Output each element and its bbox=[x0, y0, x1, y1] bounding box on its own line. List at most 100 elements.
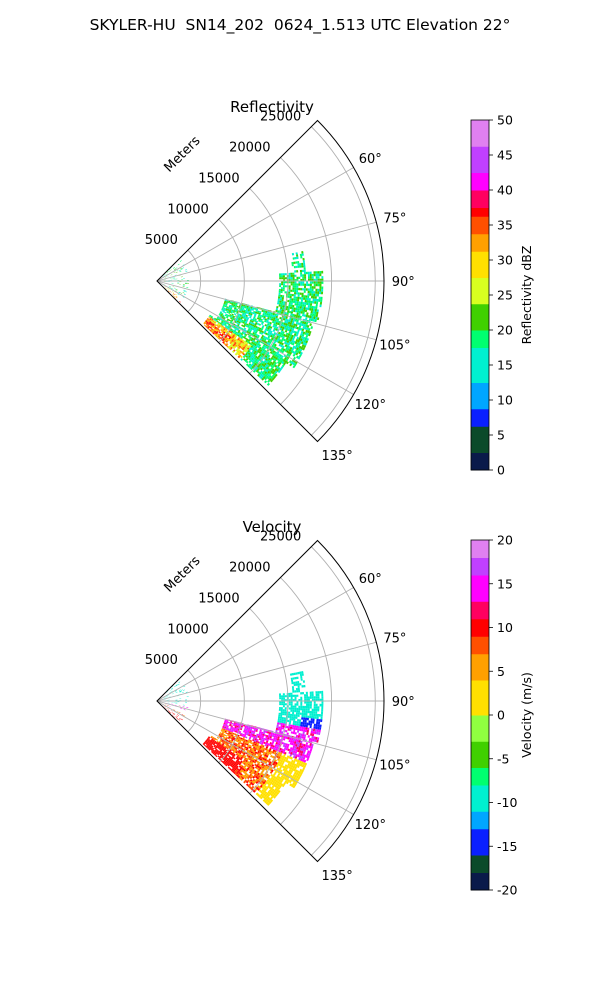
reflectivity-radial-tick-label: 20000 bbox=[229, 141, 270, 156]
reflectivity-echo-cell bbox=[270, 330, 273, 334]
velocity-echo-cell bbox=[259, 776, 262, 780]
reflectivity-echo-cell bbox=[218, 318, 221, 321]
velocity-echo-cell bbox=[289, 673, 293, 676]
velocity-echo-cell bbox=[264, 756, 268, 760]
velocity-echo-cell bbox=[303, 724, 307, 728]
velocity-echo-cell bbox=[241, 739, 244, 742]
velocity-echo-cell bbox=[277, 758, 280, 761]
velocity-echo-cell bbox=[269, 736, 272, 739]
velocity-echo-cell bbox=[274, 739, 277, 742]
velocity-echo-cell bbox=[229, 749, 232, 752]
reflectivity-echo-cell bbox=[247, 310, 250, 313]
reflectivity-echo-cell bbox=[304, 326, 307, 330]
reflectivity-echo-cell bbox=[284, 325, 288, 328]
velocity-echo-cell bbox=[273, 765, 276, 769]
reflectivity-echo-cell bbox=[308, 302, 311, 306]
reflectivity-echo-cell bbox=[256, 340, 259, 343]
reflectivity-echo-cell bbox=[283, 283, 285, 286]
reflectivity-echo-cell bbox=[248, 363, 252, 366]
reflectivity-echo-cell bbox=[163, 284, 166, 285]
reflectivity-echo-cell bbox=[278, 359, 282, 362]
reflectivity-echo-cell bbox=[250, 352, 254, 355]
reflectivity-echo-cell bbox=[292, 350, 295, 354]
velocity-echo-cell bbox=[270, 773, 273, 777]
reflectivity-echo-cell bbox=[242, 325, 246, 328]
velocity-echo-cell bbox=[319, 703, 322, 707]
reflectivity-echo-cell bbox=[305, 271, 308, 275]
velocity-echo-cell bbox=[275, 729, 278, 733]
reflectivity-echo-cell bbox=[254, 311, 258, 314]
velocity-echo-cell bbox=[315, 691, 318, 694]
reflectivity-echo-cell bbox=[291, 327, 295, 331]
reflectivity-echo-cell bbox=[281, 283, 284, 286]
velocity-echo-cell bbox=[261, 780, 264, 784]
velocity-echo-cell bbox=[243, 771, 247, 775]
reflectivity-echo-cell bbox=[304, 342, 308, 346]
reflectivity-echo-cell bbox=[213, 328, 216, 331]
reflectivity-echo-cell bbox=[214, 323, 217, 326]
velocity-radial-tick-label: 5000 bbox=[145, 653, 178, 668]
velocity-echo-cell bbox=[279, 707, 281, 709]
velocity-echo-cell bbox=[298, 745, 302, 748]
reflectivity-echo-cell bbox=[300, 320, 303, 324]
reflectivity-echo-cell bbox=[301, 328, 305, 332]
reflectivity-echo-cell bbox=[263, 359, 267, 363]
velocity-echo-cell bbox=[219, 735, 222, 738]
reflectivity-echo-cell bbox=[177, 283, 180, 284]
velocity-echo-cell bbox=[232, 766, 236, 770]
velocity-echo-cell bbox=[273, 773, 276, 776]
velocity-echo-cell bbox=[272, 739, 275, 742]
velocity-echo-cell bbox=[284, 769, 287, 773]
reflectivity-echo-cell bbox=[279, 368, 282, 372]
velocity-echo-cell bbox=[259, 755, 262, 759]
reflectivity-echo-cell bbox=[305, 314, 309, 318]
velocity-echo-cell bbox=[300, 724, 303, 727]
reflectivity-echo-cell bbox=[219, 333, 222, 336]
reflectivity-echo-cell bbox=[241, 304, 244, 307]
velocity-echo-cell bbox=[253, 730, 256, 733]
reflectivity-echo-cell bbox=[309, 293, 312, 296]
velocity-echo-cell bbox=[235, 760, 238, 764]
velocity-echo-cell bbox=[211, 748, 214, 751]
reflectivity-echo-cell bbox=[317, 281, 320, 284]
reflectivity-echo-cell bbox=[297, 322, 301, 326]
reflectivity-echo-cell bbox=[244, 322, 247, 325]
reflectivity-echo-cell bbox=[276, 347, 280, 351]
reflectivity-colorbar-tick-label: 45 bbox=[497, 148, 513, 163]
velocity-echo-cell bbox=[248, 761, 251, 765]
velocity-colorbar-segment bbox=[471, 793, 489, 803]
velocity-colorbar-tick-label: -5 bbox=[497, 751, 509, 766]
velocity-colorbar-segment bbox=[471, 723, 489, 733]
reflectivity-echo-cell bbox=[266, 333, 270, 336]
velocity-echo-cell bbox=[246, 758, 249, 761]
velocity-echo-cell bbox=[296, 744, 300, 748]
velocity-echo-cell bbox=[173, 713, 176, 715]
velocity-echo-cell bbox=[297, 725, 301, 729]
reflectivity-echo-cell bbox=[260, 347, 264, 351]
reflectivity-echo-cell bbox=[273, 369, 277, 373]
velocity-colorbar-segment bbox=[471, 811, 489, 821]
reflectivity-echo-cell bbox=[294, 319, 298, 322]
velocity-echo-cell bbox=[291, 672, 295, 676]
reflectivity-echo-cell bbox=[294, 341, 298, 345]
velocity-echo-cell bbox=[295, 759, 299, 762]
reflectivity-echo-cell bbox=[252, 317, 256, 320]
reflectivity-echo-cell bbox=[274, 313, 277, 316]
reflectivity-echo-cell bbox=[258, 366, 262, 370]
reflectivity-echo-cell bbox=[284, 320, 287, 324]
reflectivity-echo-cell bbox=[226, 345, 229, 348]
reflectivity-echo-cell bbox=[268, 378, 272, 382]
velocity-echo-cell bbox=[296, 676, 299, 680]
velocity-echo-cell bbox=[316, 739, 319, 743]
velocity-echo-cell bbox=[265, 736, 268, 739]
reflectivity-echo-cell bbox=[266, 346, 269, 350]
reflectivity-echo-cell bbox=[219, 312, 222, 314]
reflectivity-echo-cell bbox=[316, 317, 320, 321]
reflectivity-echo-cell bbox=[244, 347, 247, 351]
reflectivity-echo-field bbox=[162, 251, 324, 386]
reflectivity-echo-cell bbox=[240, 336, 243, 340]
velocity-echo-cell bbox=[301, 712, 304, 716]
reflectivity-echo-cell bbox=[294, 326, 297, 329]
velocity-echo-cell bbox=[173, 709, 176, 711]
